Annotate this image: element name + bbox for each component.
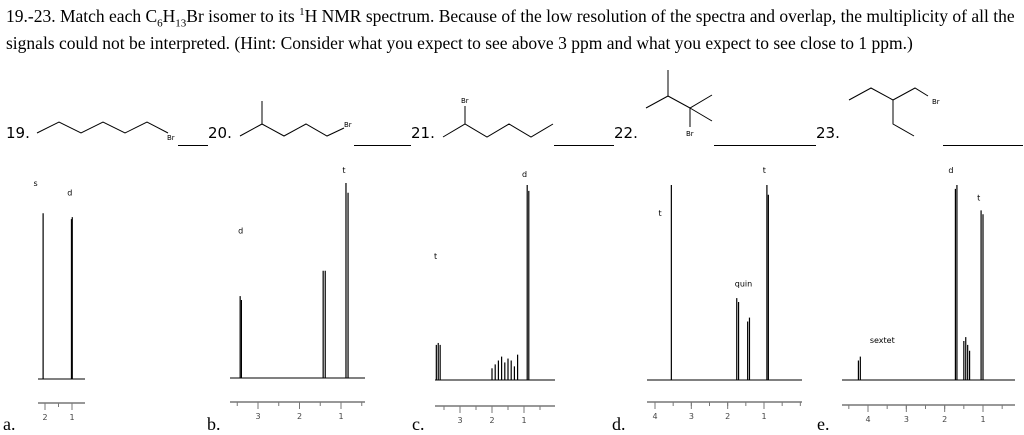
answer-blank-20[interactable] xyxy=(354,145,411,146)
br-label: Br xyxy=(344,121,352,129)
axis-tick-label: 1 xyxy=(339,412,344,421)
axis-tick-label: 1 xyxy=(70,413,75,422)
multiplicity-label: d xyxy=(948,166,953,175)
q-part: 19.-23. Match each C xyxy=(6,5,158,26)
axis-tick-label: 3 xyxy=(256,412,261,421)
multiplicity-label: t xyxy=(763,166,766,175)
br-label: Br xyxy=(686,130,694,138)
compound-number-21: 21. xyxy=(411,124,435,142)
multiplicity-label: d xyxy=(522,170,527,179)
axis-tick-label: 3 xyxy=(904,415,909,424)
axis-tick-label: 1 xyxy=(762,412,767,421)
axis-tick-label: 4 xyxy=(653,412,658,421)
axis-tick-label: 3 xyxy=(689,412,694,421)
q-part: Br isomer to its xyxy=(186,5,300,26)
question-text: 19.-23. Match each C6H13Br isomer to its… xyxy=(6,2,1021,53)
spectrum-letter-c: c. xyxy=(412,414,425,434)
structure-21: Br xyxy=(442,97,554,138)
br-label: Br xyxy=(461,97,469,105)
compound-number-19: 19. xyxy=(6,124,30,142)
br-label: Br xyxy=(932,98,940,106)
spectrum-letter-b: b. xyxy=(207,414,221,434)
multiplicity-label: s xyxy=(34,179,38,188)
q-sub-13: 13 xyxy=(175,17,187,30)
multiplicity-label: quin xyxy=(735,279,752,288)
answer-blank-21[interactable] xyxy=(554,145,614,146)
q-sup-1: 1 xyxy=(299,6,305,18)
axis-tick-label: 2 xyxy=(490,416,495,425)
q-part: H NMR spectrum. Because of the low resol… xyxy=(6,5,1015,54)
multiplicity-label: t xyxy=(434,252,437,261)
structure-20: Br xyxy=(239,101,352,137)
multiplicity-label: t xyxy=(342,166,345,175)
structure-19: Br xyxy=(36,121,175,142)
multiplicity-label: d xyxy=(67,189,72,198)
q-part: H xyxy=(162,5,176,26)
spectrum-letter-a: a. xyxy=(3,414,16,434)
answer-blank-22[interactable] xyxy=(714,145,816,146)
axis-tick-label: 2 xyxy=(725,412,730,421)
multiplicity-label: d xyxy=(238,227,243,236)
compound-number-23: 23. xyxy=(816,124,840,142)
axis-tick-label: 4 xyxy=(866,415,871,424)
axis-tick-label: 1 xyxy=(522,416,527,425)
axis-tick-label: 1 xyxy=(981,415,986,424)
multiplicity-label: t xyxy=(658,209,661,218)
compound-number-20: 20. xyxy=(208,124,232,142)
axis-tick-label: 2 xyxy=(942,415,947,424)
compound-number-22: 22. xyxy=(614,124,638,142)
br-label: Br xyxy=(167,134,175,142)
structure-23: Br xyxy=(848,87,940,137)
answer-blank-19[interactable] xyxy=(178,145,208,146)
axis-tick-label: 3 xyxy=(458,416,463,425)
structure-22: Br xyxy=(645,70,713,138)
spectrum-letter-d: d. xyxy=(612,414,626,434)
spectrum-letter-e: e. xyxy=(817,414,830,434)
multiplicity-label: sextet xyxy=(870,336,895,345)
axis-tick-label: 2 xyxy=(43,413,48,422)
multiplicity-label: t xyxy=(977,194,980,203)
answer-blank-23[interactable] xyxy=(943,145,1023,146)
q-sub-6: 6 xyxy=(157,17,163,30)
axis-tick-label: 2 xyxy=(297,412,302,421)
